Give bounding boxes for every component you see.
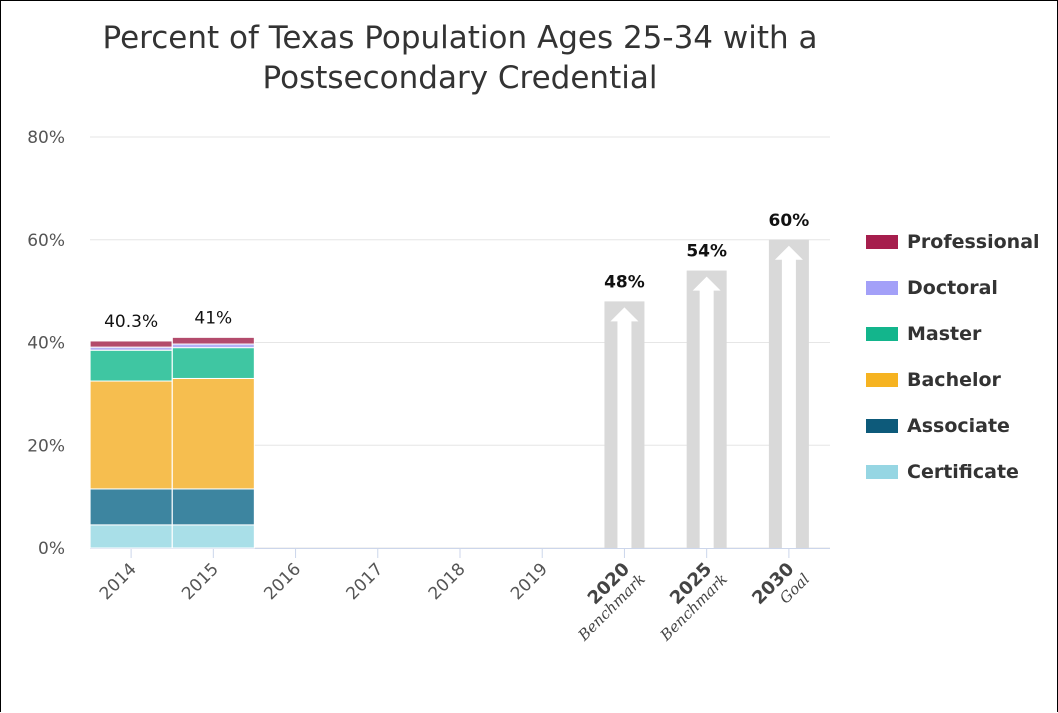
bar-segment-doctoral[interactable] (171, 343, 255, 349)
x-tick-label: 2014 (96, 559, 141, 604)
bar-segment-certificate[interactable] (89, 524, 173, 549)
chart-title-line-1: Percent of Texas Population Ages 25-34 w… (102, 20, 818, 56)
total-value-label: 41% (194, 308, 232, 328)
x-tick-label-group: 2015 (178, 559, 223, 604)
target-value-label: 54% (686, 242, 727, 262)
legend-label-professional[interactable]: Professional (907, 231, 1040, 253)
bar-segment-professional[interactable] (171, 336, 255, 345)
y-tick-label: 0% (38, 539, 65, 559)
x-tick-label-group: 2019 (507, 559, 552, 604)
legend-label-certificate[interactable]: Certificate (907, 461, 1019, 483)
legend-swatch-doctoral[interactable] (866, 281, 898, 295)
target-value-label: 48% (604, 272, 645, 292)
x-tick-label: 2018 (425, 559, 470, 604)
x-tick-label-group: 2017 (343, 559, 388, 604)
legend-label-bachelor[interactable]: Bachelor (907, 369, 1002, 391)
bar-segment-associate[interactable] (89, 488, 173, 526)
target-value-label: 60% (769, 211, 810, 231)
target-arrow (610, 307, 639, 548)
bar-segment-master[interactable] (89, 349, 173, 382)
target-arrow (692, 276, 721, 548)
legend-swatch-professional[interactable] (866, 235, 898, 249)
x-tick-label-group: 2018 (425, 559, 470, 604)
bar-segment-certificate[interactable] (171, 524, 255, 549)
legend-swatch-associate[interactable] (866, 419, 898, 433)
bar-segment-master[interactable] (171, 347, 255, 379)
y-tick-label: 40% (27, 334, 65, 354)
x-tick-label: 2016 (260, 559, 305, 604)
legend-label-associate[interactable]: Associate (907, 415, 1010, 437)
chart-title: Percent of Texas Population Ages 25-34 w… (90, 18, 830, 98)
chart-title-line-2: Postsecondary Credential (262, 60, 658, 96)
x-tick-label: 2019 (507, 559, 552, 604)
legend-label-master[interactable]: Master (907, 323, 982, 345)
legend-swatch-certificate[interactable] (866, 465, 898, 479)
total-value-label: 40.3% (104, 312, 158, 332)
x-tick-label-group: 2014 (96, 559, 141, 604)
x-tick-label: 2015 (178, 559, 223, 604)
bar-segment-bachelor[interactable] (89, 380, 173, 490)
x-tick-label-group: 2016 (260, 559, 305, 604)
bar-segment-bachelor[interactable] (171, 377, 255, 490)
bar-segment-associate[interactable] (171, 488, 255, 526)
legend-swatch-master[interactable] (866, 327, 898, 341)
bar-segment-professional[interactable] (89, 340, 173, 348)
y-tick-label: 80% (27, 128, 65, 148)
legend-swatch-bachelor[interactable] (866, 373, 898, 387)
x-tick-label: 2017 (343, 559, 388, 604)
target-arrow (774, 245, 803, 548)
y-tick-label: 60% (27, 231, 65, 251)
legend-label-doctoral[interactable]: Doctoral (907, 277, 998, 299)
y-tick-label: 20% (27, 436, 65, 456)
